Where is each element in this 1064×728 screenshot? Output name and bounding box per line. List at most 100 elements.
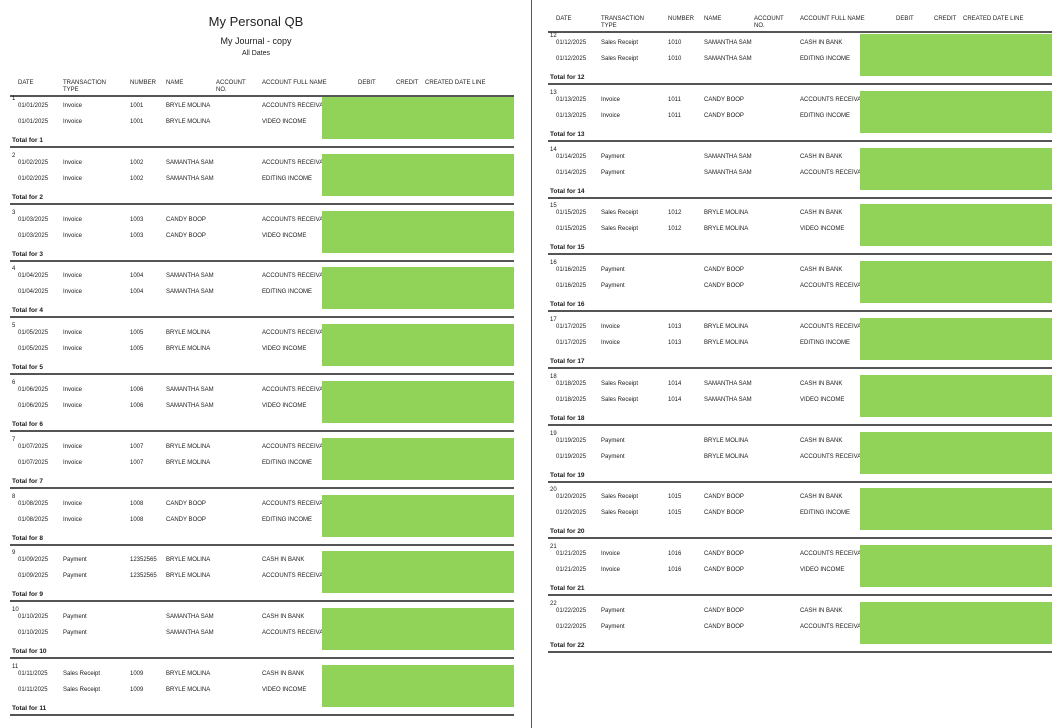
column-header-debit: DEBIT — [896, 16, 914, 22]
cell-name: CANDY BOOP — [704, 624, 744, 630]
report-page-right: DATE TRANSACTION TYPE NUMBER NAME ACCOUNT NO… — [538, 0, 1064, 728]
cell-date: 01/20/2025 — [556, 510, 587, 517]
cell-number: 1001 — [130, 103, 144, 109]
cell-name: SAMANTHA SAM — [704, 169, 752, 176]
cell-account: CASH IN BANK — [800, 437, 843, 444]
cell-date: 01/09/2025 — [18, 557, 49, 564]
cell-account: CASH IN BANK — [262, 671, 305, 677]
group-rule — [548, 196, 1052, 199]
cell-type: Payment — [601, 153, 625, 160]
cell-date: 01/16/2025 — [556, 267, 587, 274]
cell-account: ACCOUNTS RECEIVABLE — [800, 324, 873, 330]
report-subtitle: My Journal - copy — [220, 36, 292, 46]
cell-account: EDITING INCOME — [262, 459, 313, 466]
cell-number: 1004 — [130, 273, 144, 280]
cell-account: VIDEO INCOME — [262, 403, 307, 409]
cell-name: SAMANTHA SAM — [704, 40, 752, 46]
cell-type: Sales Receipt — [601, 396, 639, 403]
cell-number: 1015 — [668, 494, 682, 501]
cell-name: BRYLE MOLINA — [166, 330, 211, 337]
redaction-block — [322, 267, 514, 310]
cell-account: EDITING INCOME — [262, 289, 313, 296]
redaction-block — [322, 608, 514, 651]
cell-type: Invoice — [63, 330, 83, 337]
cell-number: 1011 — [668, 112, 681, 119]
group-rule — [10, 486, 514, 489]
cell-date: 01/02/2025 — [18, 175, 49, 182]
cell-type: Invoice — [601, 96, 621, 103]
column-header-number: NUMBER — [130, 80, 157, 86]
cell-name: CANDY BOOP — [704, 96, 744, 103]
cell-number: 1011 — [668, 96, 681, 103]
group-number: 17 — [550, 317, 557, 323]
redaction-block — [860, 204, 1052, 247]
header-rule — [10, 95, 514, 97]
page-divider — [531, 0, 532, 728]
cell-type: Sales Receipt — [63, 687, 101, 693]
cell-type: Sales Receipt — [601, 210, 639, 217]
group-number: 6 — [12, 380, 16, 386]
group-total-label: Total for 3 — [12, 250, 43, 258]
cell-name: SAMANTHA SAM — [166, 273, 214, 280]
cell-account: CASH IN BANK — [262, 614, 305, 621]
cell-number: 1016 — [668, 567, 682, 574]
cell-account: ACCOUNTS RECEIVABLE — [262, 216, 335, 223]
cell-date: 01/15/2025 — [556, 210, 587, 217]
cell-name: BRYLE MOLINA — [166, 573, 211, 580]
cell-account: EDITING INCOME — [800, 56, 851, 62]
group-number: 1 — [12, 96, 16, 102]
redaction-block — [860, 488, 1052, 531]
cell-number: 1007 — [130, 443, 144, 450]
cell-type: Payment — [601, 283, 625, 290]
cell-date: 01/02/2025 — [18, 159, 49, 166]
group-number: 15 — [550, 203, 557, 210]
cell-date: 01/05/2025 — [18, 330, 49, 337]
cell-type: Invoice — [63, 500, 83, 507]
group-number: 4 — [12, 266, 16, 273]
group-total-label: Total for 22 — [550, 642, 585, 649]
group-total-label: Total for 15 — [550, 244, 585, 252]
cell-date: 01/04/2025 — [18, 273, 49, 280]
group-rule — [10, 600, 514, 603]
cell-type: Invoice — [63, 103, 83, 109]
cell-account: ACCOUNTS RECEIVABLE — [262, 330, 335, 337]
cell-type: Payment — [63, 614, 87, 621]
cell-name: SAMANTHA SAM — [704, 396, 752, 403]
cell-date: 01/11/2025 — [18, 671, 48, 677]
cell-number: 1009 — [130, 671, 144, 677]
cell-number: 1008 — [130, 500, 144, 507]
cell-account: EDITING INCOME — [262, 516, 313, 523]
cell-name: BRYLE MOLINA — [166, 687, 211, 693]
redaction-block — [322, 551, 514, 594]
cell-number: 12352565 — [130, 573, 157, 580]
cell-type: Invoice — [63, 387, 83, 393]
cell-date: 01/03/2025 — [18, 232, 49, 239]
cell-name: BRYLE MOLINA — [704, 453, 749, 460]
group-rule — [548, 537, 1052, 540]
cell-date: 01/14/2025 — [556, 153, 587, 160]
cell-type: Invoice — [63, 159, 83, 166]
cell-number: 1014 — [668, 380, 682, 387]
cell-type: Invoice — [601, 567, 621, 574]
group-number: 5 — [12, 323, 16, 330]
cell-name: CANDY BOOP — [704, 267, 744, 274]
cell-name: CANDY BOOP — [166, 516, 206, 523]
cell-name: SAMANTHA SAM — [166, 403, 214, 409]
cell-account: VIDEO INCOME — [262, 119, 307, 125]
group-number: 12 — [550, 33, 557, 39]
cell-date: 01/11/2025 — [18, 687, 48, 693]
group-rule — [10, 316, 514, 319]
redaction-block — [322, 97, 514, 139]
group-number: 2 — [12, 152, 16, 159]
group-total-label: Total for 19 — [550, 471, 585, 479]
group-total-label: Total for 16 — [550, 301, 585, 309]
cell-date: 01/04/2025 — [18, 289, 49, 296]
cell-date: 01/07/2025 — [18, 459, 49, 466]
column-header-type: TRANSACTION TYPE — [63, 80, 107, 93]
cell-name: BRYLE MOLINA — [704, 226, 749, 233]
column-header-debit: DEBIT — [358, 80, 376, 86]
cell-name: SAMANTHA SAM — [166, 387, 214, 393]
cell-name: BRYLE MOLINA — [704, 324, 749, 330]
cell-number: 1006 — [130, 403, 144, 409]
group-rule — [548, 651, 1052, 653]
